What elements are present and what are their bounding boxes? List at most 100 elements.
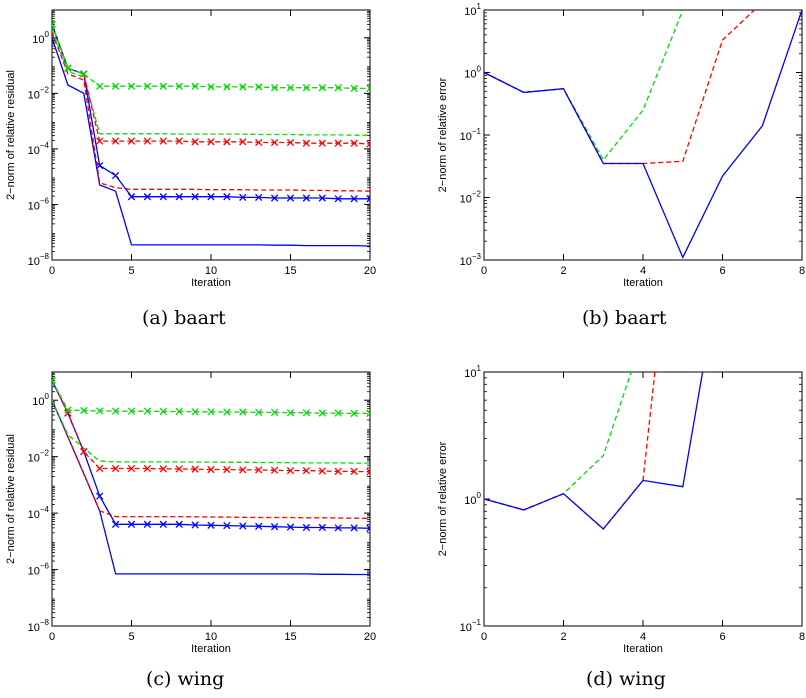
data-point-marker	[143, 407, 152, 415]
x-tick-label: 4	[640, 631, 646, 643]
data-point-marker	[270, 408, 279, 417]
data-point-marker	[318, 139, 326, 147]
x-tick-label: 2	[560, 631, 566, 643]
chart-2: 10−3 10−2 10−1 100 101 0 2 4 6 8 Iteration 2−norm o…	[437, 2, 805, 289]
data-point-marker	[223, 193, 231, 201]
series-group	[52, 376, 370, 576]
data-point-marker	[350, 524, 358, 532]
x-axis-label: Iteration	[191, 277, 231, 289]
data-point-marker	[318, 84, 326, 92]
data-point-marker	[350, 195, 358, 203]
data-point-marker	[255, 138, 263, 147]
data-point-marker	[175, 520, 183, 529]
data-point-marker	[318, 194, 326, 202]
data-point-marker	[64, 406, 72, 414]
data-point-marker	[96, 82, 104, 90]
data-point-marker	[64, 409, 72, 417]
data-point-marker	[270, 138, 279, 147]
data-point-marker	[175, 82, 183, 90]
x-tick-label: 5	[128, 265, 134, 277]
data-point-marker	[80, 448, 88, 456]
data-point-marker	[52, 20, 56, 29]
data-point-marker	[143, 464, 152, 473]
y-tick-label: 101	[464, 2, 481, 18]
data-point-marker	[191, 82, 199, 90]
series-line-blue	[484, 372, 704, 530]
axes-box	[483, 371, 803, 627]
series-line-blue	[52, 399, 370, 576]
data-point-marker	[175, 407, 183, 416]
data-point-marker	[207, 408, 215, 416]
y-tick-label: 10−1	[460, 618, 482, 634]
series-line-green	[52, 399, 370, 464]
y-tick-label: 10−3	[460, 252, 482, 268]
series-line-red-x	[52, 24, 370, 145]
data-point-marker	[239, 408, 247, 416]
x-axis-label: Iteration	[623, 643, 663, 655]
data-point-marker	[350, 467, 358, 476]
data-point-marker	[191, 193, 199, 201]
data-point-marker	[302, 466, 311, 475]
data-point-marker	[207, 83, 215, 91]
data-point-marker	[52, 376, 56, 385]
data-point-marker	[334, 409, 342, 417]
data-point-marker	[223, 83, 231, 91]
data-point-marker	[159, 137, 167, 145]
x-tick-label: 8	[799, 631, 805, 643]
data-point-marker	[191, 521, 199, 529]
series-line-red-x	[52, 380, 370, 473]
chart-3: 10−8 10−6 10−4 10−2 100 0 5 10 15 20 Iteration 2−no…	[5, 371, 376, 655]
y-axis-label: 2−norm of relative error	[437, 441, 449, 556]
series-line-green-x	[52, 380, 370, 415]
series-line-green	[52, 29, 370, 136]
data-point-marker	[127, 137, 136, 145]
data-point-marker	[366, 84, 370, 93]
caption-d: (d) wing	[586, 668, 666, 690]
data-point-marker	[286, 466, 295, 475]
chart-4: 10−1 100 101 0 2 4 6 8 Iteration 2−norm of relati…	[437, 364, 805, 655]
x-tick-label: 8	[799, 265, 805, 277]
data-point-marker	[239, 522, 247, 530]
y-tick-label: 10−2	[28, 85, 50, 101]
data-point-marker	[127, 520, 136, 529]
data-point-marker	[127, 407, 136, 415]
data-point-marker	[350, 84, 358, 93]
series-line-blue-x	[52, 380, 370, 529]
data-point-marker	[270, 466, 279, 474]
series-line-green-x	[52, 24, 370, 90]
data-point-marker	[255, 83, 263, 91]
data-point-marker	[302, 409, 311, 417]
y-tick-label: 10−8	[28, 618, 50, 634]
data-point-marker	[318, 523, 326, 532]
series-line-red	[484, 10, 755, 165]
y-tick-label: 100	[32, 30, 49, 46]
y-tick-label: 10−4	[28, 505, 50, 521]
data-point-marker	[223, 465, 231, 474]
chart-1: 10−8 10−6 10−4 10−2 100 0 5 10 15 20 Iteration 2−no…	[5, 9, 376, 289]
data-point-marker	[223, 138, 231, 146]
data-point-marker	[96, 492, 104, 500]
data-point-marker	[302, 139, 311, 147]
data-point-marker	[350, 139, 358, 147]
data-point-marker	[159, 465, 167, 473]
x-tick-label: 5	[128, 631, 134, 643]
data-point-marker	[366, 195, 370, 203]
x-tick-label: 10	[205, 265, 217, 277]
x-tick-label: 20	[364, 631, 376, 643]
y-tick-label: 10−2	[460, 190, 482, 206]
y-tick-label: 10−6	[28, 562, 50, 578]
x-tick-label: 0	[481, 265, 487, 277]
y-tick-label: 100	[32, 392, 49, 408]
x-tick-label: 20	[364, 265, 376, 277]
data-point-marker	[366, 409, 370, 418]
series-line-red	[52, 399, 370, 520]
series-line-green	[484, 372, 632, 511]
data-point-marker	[191, 138, 199, 146]
y-tick-label: 10−1	[460, 127, 482, 143]
y-tick-label: 10−2	[28, 449, 50, 465]
y-tick-label: 10−6	[28, 196, 50, 212]
data-point-marker	[334, 139, 342, 147]
data-point-marker	[302, 523, 311, 532]
y-tick-label: 10−8	[28, 252, 50, 268]
data-point-marker	[111, 137, 120, 145]
